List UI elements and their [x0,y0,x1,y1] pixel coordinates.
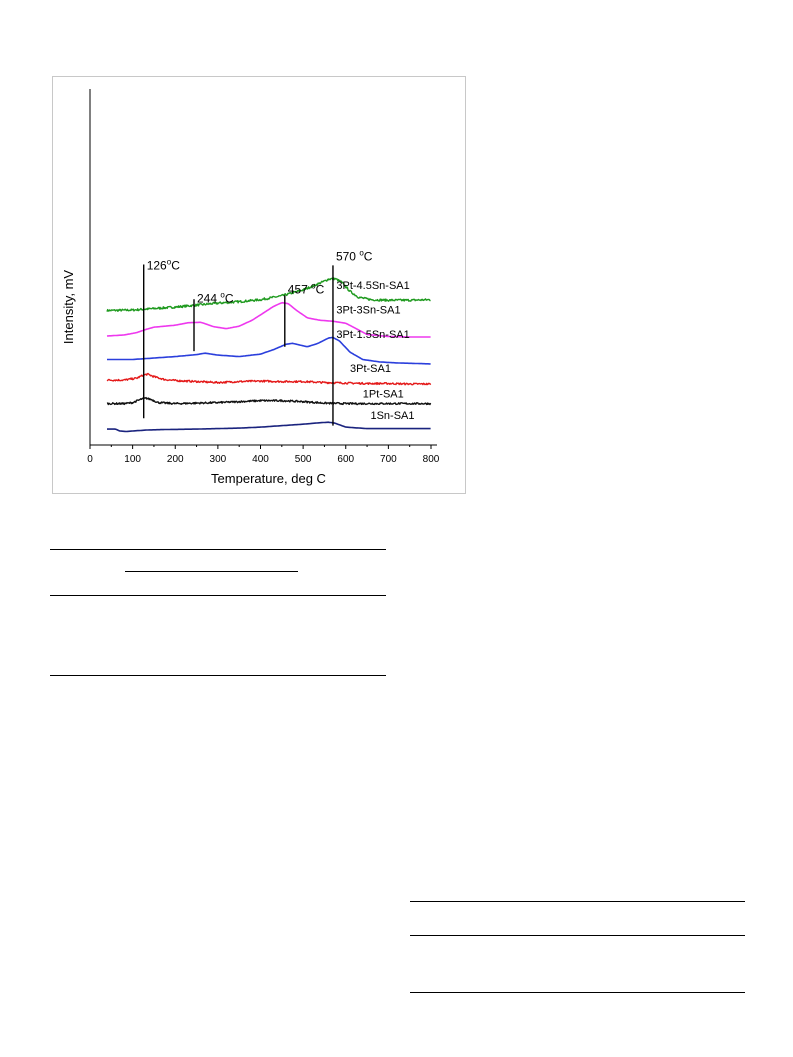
table2-header-rule [410,935,745,936]
x-tick-label: 800 [423,454,440,465]
table-header-rule [50,595,386,596]
figure-panel: 0 100 200 300 400 500 600 700 800 Temperature, de… [52,76,466,494]
table-bottom-rule [50,675,386,676]
series-line-3pt-1-5sn-sa1 [107,336,431,365]
x-axis-label: Temperature, deg C [211,471,326,486]
series-label: 1Pt-SA1 [363,389,404,401]
peak-marker-label: 457 oC [288,281,325,296]
peak-marker-label: 126oC [147,257,180,272]
x-tick-label: 200 [167,454,184,465]
series-line-1sn-sa1 [107,421,431,433]
series-label: 3Pt-4.5Sn-SA1 [336,280,409,292]
table-header-subrule [125,571,298,572]
plot-area: 0 100 200 300 400 500 600 700 800 Temperature, de… [61,89,440,486]
series-line-3pt-sa1 [106,372,432,386]
tpr-line-chart: 0 100 200 300 400 500 600 700 800 Temperature, de… [61,89,440,486]
series-label: 3Pt-3Sn-SA1 [336,304,400,316]
x-tick-label: 100 [124,454,141,465]
x-tick-label: 400 [252,454,269,465]
series-label: 1Sn-SA1 [370,410,414,422]
x-tick-label: 600 [337,454,354,465]
table2-bottom-rule [410,992,745,993]
series-line-3pt-3sn-sa1 [106,301,431,338]
series-line-1pt-sa1 [106,396,432,406]
peak-marker-label: 570 oC [336,249,373,264]
x-tick-label: 500 [295,454,312,465]
y-axis-label: Intensity, mV [61,270,76,345]
x-tick-label: 300 [210,454,227,465]
series-label: 3Pt-SA1 [350,363,391,375]
table2-top-rule [410,901,745,902]
series-line-3pt-4-5sn-sa1 [106,277,431,312]
x-tick-label: 700 [380,454,397,465]
series-label: 3Pt-1.5Sn-SA1 [336,329,409,341]
x-tick-label: 0 [87,454,93,465]
table-top-rule [50,549,386,550]
peak-marker-label: 244 oC [197,291,234,306]
